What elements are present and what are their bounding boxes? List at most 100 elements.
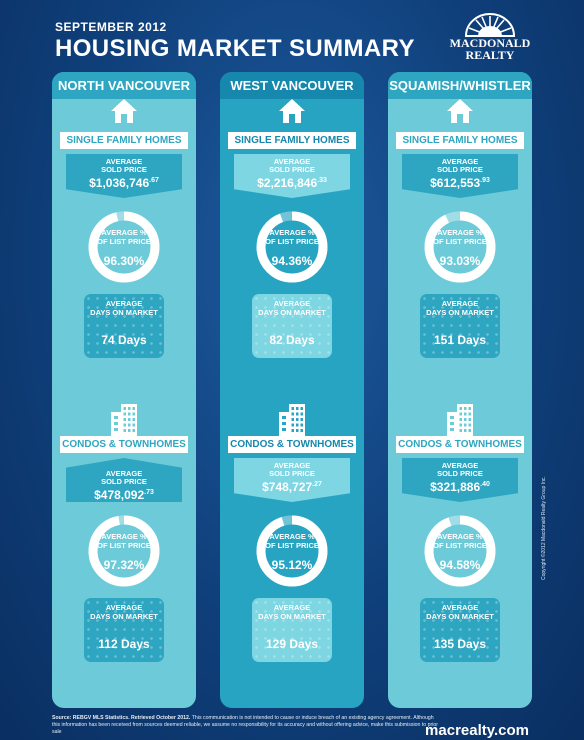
brand-logo[interactable]: MACDONALD REALTY — [444, 13, 536, 61]
average-sold-price: AVERAGE SOLD PRICE $612,553.93 — [402, 154, 518, 198]
price-label-1: AVERAGE — [441, 157, 479, 166]
list-price-ratio: AVERAGE % OF LIST PRICE 94.36% — [255, 210, 329, 284]
average-sold-price: AVERAGE SOLD PRICE $478,092.73 — [66, 458, 182, 502]
list-price-ratio: AVERAGE % OF LIST PRICE 97.32% — [87, 514, 161, 588]
column-north-vancouver: NORTH VANCOUVER SINGLE FAMILY HOMES AVER… — [52, 72, 196, 708]
ratio-label-1: AVERAGE % — [437, 228, 483, 237]
report-date: SEPTEMBER 2012 — [55, 20, 167, 34]
price-cents: .33 — [317, 177, 327, 184]
ratio-label-2: OF LIST PRICE — [265, 541, 319, 550]
category-band: SINGLE FAMILY HOMES — [228, 132, 356, 149]
days-label-1: AVERAGE — [105, 603, 143, 612]
column-squamish-whistler: SQUAMISH/WHISTLER SINGLE FAMILY HOMES AV… — [388, 72, 532, 708]
ratio-ring-icon — [256, 211, 328, 283]
category-band: CONDOS & TOWNHOMES — [396, 436, 524, 453]
copyright-note: Copyright ©2012 Macdonald Realty Group I… — [541, 476, 547, 580]
days-on-market: AVERAGE DAYS ON MARKET 135 Days — [420, 598, 500, 662]
ratio-label-2: OF LIST PRICE — [97, 541, 151, 550]
disclaimer-text: This communication is not intended to ca… — [52, 715, 438, 735]
days-label-2: DAYS ON MARKET — [258, 308, 326, 317]
header: SEPTEMBER 2012 HOUSING MARKET SUMMARY — [55, 20, 415, 63]
source-note: Source: REBGV MLS Statistics. Retrieved … — [52, 715, 191, 721]
ratio-value: 96.30% — [103, 254, 145, 268]
footer-disclaimer: Source: REBGV MLS Statistics. Retrieved … — [52, 715, 442, 736]
days-value: 74 Days — [101, 333, 147, 347]
days-value: 129 Days — [265, 637, 319, 651]
region-title: NORTH VANCOUVER — [52, 72, 196, 99]
ratio-ring-icon — [88, 515, 160, 587]
list-price-ratio: AVERAGE % OF LIST PRICE 96.30% — [87, 210, 161, 284]
days-label-2: DAYS ON MARKET — [426, 308, 494, 317]
ratio-label-2: OF LIST PRICE — [433, 541, 487, 550]
ratio-label-1: AVERAGE % — [101, 228, 147, 237]
ratio-label-1: AVERAGE % — [437, 532, 483, 541]
ratio-label-1: AVERAGE % — [101, 532, 147, 541]
price-label-1: AVERAGE — [105, 157, 143, 166]
price-label-2: SOLD PRICE — [437, 469, 483, 478]
list-price-ratio: AVERAGE % OF LIST PRICE 93.03% — [423, 210, 497, 284]
days-label-2: DAYS ON MARKET — [426, 612, 494, 621]
days-label-1: AVERAGE — [273, 299, 311, 308]
house-icon — [446, 98, 474, 129]
price-label-2: SOLD PRICE — [101, 477, 147, 486]
page-title: HOUSING MARKET SUMMARY — [55, 35, 415, 62]
ratio-label-1: AVERAGE % — [269, 228, 315, 237]
price-value: $321,886 — [430, 480, 481, 494]
price-label-2: SOLD PRICE — [101, 165, 147, 174]
price-value: $1,036,746 — [89, 176, 150, 190]
ratio-value: 95.12% — [271, 558, 313, 572]
price-label-1: AVERAGE — [105, 469, 143, 478]
average-sold-price: AVERAGE SOLD PRICE $321,886.40 — [402, 458, 518, 502]
sunburst-logo-icon — [464, 13, 516, 37]
price-label-1: AVERAGE — [273, 461, 311, 470]
ratio-ring-icon — [256, 515, 328, 587]
days-value: 135 Days — [433, 637, 487, 651]
ratio-value: 93.03% — [439, 254, 481, 268]
category-band: CONDOS & TOWNHOMES — [228, 436, 356, 453]
price-label-1: AVERAGE — [273, 157, 311, 166]
price-value: $612,553 — [430, 176, 481, 190]
house-icon — [278, 98, 306, 129]
price-value: $478,092 — [94, 488, 145, 502]
region-title: SQUAMISH/WHISTLER — [388, 72, 532, 99]
days-label-1: AVERAGE — [441, 299, 479, 308]
days-value: 112 Days — [98, 637, 150, 651]
average-sold-price: AVERAGE SOLD PRICE $1,036,746.67 — [66, 154, 182, 198]
building-icon — [445, 402, 475, 441]
logo-line-1: MACDONALD — [449, 36, 531, 50]
category-band: SINGLE FAMILY HOMES — [60, 132, 188, 149]
ratio-value: 94.58% — [439, 558, 481, 572]
ratio-label-1: AVERAGE % — [269, 532, 315, 541]
ratio-value: 97.32% — [103, 558, 145, 572]
price-cents: .67 — [149, 177, 159, 184]
days-label-2: DAYS ON MARKET — [90, 612, 158, 621]
price-label-1: AVERAGE — [441, 461, 479, 470]
category-band: SINGLE FAMILY HOMES — [396, 132, 524, 149]
category-band: CONDOS & TOWNHOMES — [60, 436, 188, 453]
days-on-market: AVERAGE DAYS ON MARKET 112 Days — [84, 598, 164, 662]
days-on-market: AVERAGE DAYS ON MARKET 129 Days — [252, 598, 332, 662]
house-icon — [110, 98, 138, 129]
days-value: 151 Days — [433, 333, 487, 347]
ratio-value: 94.36% — [271, 254, 313, 268]
days-on-market: AVERAGE DAYS ON MARKET 74 Days — [84, 294, 164, 358]
list-price-ratio: AVERAGE % OF LIST PRICE 95.12% — [255, 514, 329, 588]
ratio-ring-icon — [424, 515, 496, 587]
days-label-2: DAYS ON MARKET — [258, 612, 326, 621]
price-value: $748,727 — [262, 480, 313, 494]
days-on-market: AVERAGE DAYS ON MARKET 82 Days — [252, 294, 332, 358]
website-link[interactable]: macrealty.com — [425, 722, 529, 739]
price-cents: .73 — [144, 489, 154, 496]
price-value: $2,216,846 — [257, 176, 318, 190]
ratio-ring-icon — [424, 211, 496, 283]
price-label-2: SOLD PRICE — [437, 165, 483, 174]
price-cents: .93 — [480, 177, 490, 184]
price-cents: .27 — [312, 481, 322, 488]
days-label-2: DAYS ON MARKET — [90, 308, 158, 317]
days-value: 82 Days — [269, 333, 315, 347]
days-label-1: AVERAGE — [441, 603, 479, 612]
list-price-ratio: AVERAGE % OF LIST PRICE 94.58% — [423, 514, 497, 588]
building-icon — [277, 402, 307, 441]
average-sold-price: AVERAGE SOLD PRICE $748,727.27 — [234, 458, 350, 502]
column-west-vancouver: WEST VANCOUVER SINGLE FAMILY HOMES AVERA… — [220, 72, 364, 708]
